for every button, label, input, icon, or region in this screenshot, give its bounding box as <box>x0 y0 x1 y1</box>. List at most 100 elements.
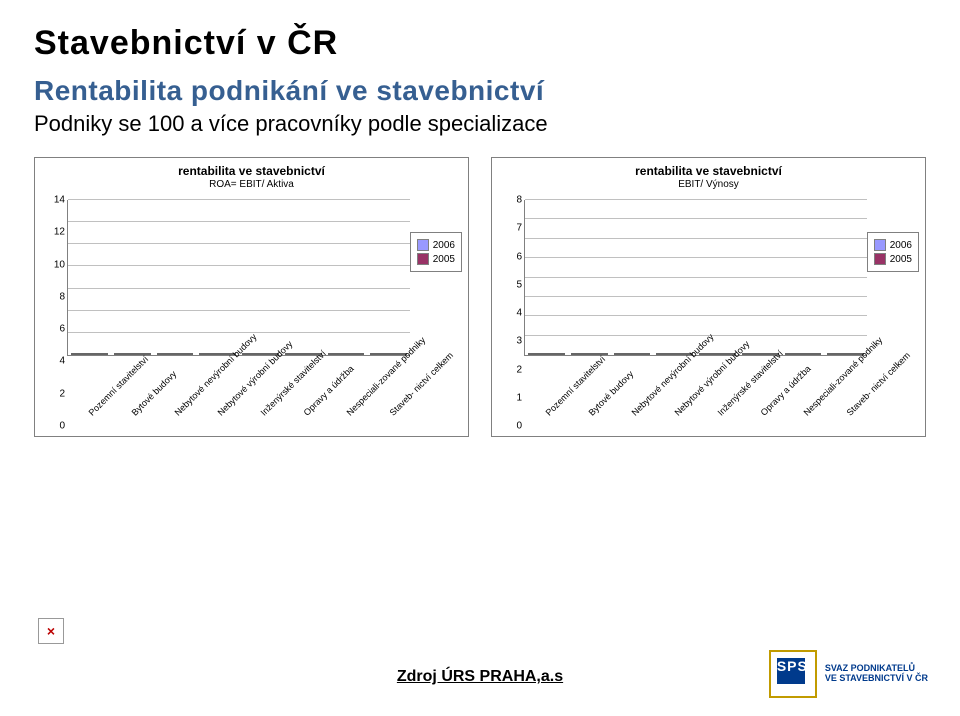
grid-line <box>525 296 867 297</box>
bar-group <box>111 353 154 355</box>
page-description: Podniky se 100 a více pracovníky podle s… <box>34 111 926 137</box>
bar-2006 <box>328 353 346 355</box>
grid-line <box>525 257 867 258</box>
bar-2006 <box>71 353 89 355</box>
y-tick-label: 8 <box>516 195 522 206</box>
grid-line <box>525 199 867 200</box>
y-tick-label: 10 <box>54 259 65 270</box>
grid-line <box>525 277 867 278</box>
bar-2006 <box>614 353 632 355</box>
chart-roa-title: rentabilita ve stavebnictví <box>35 164 468 178</box>
bar-2006 <box>285 353 303 355</box>
chart-ebit-plot <box>524 200 867 356</box>
bar-2006 <box>114 353 132 355</box>
legend-label: 2006 <box>433 240 455 251</box>
y-tick-label: 0 <box>59 421 65 432</box>
y-tick-label: 7 <box>516 223 522 234</box>
legend-label: 2005 <box>433 254 455 265</box>
sps-logo-text: SVAZ PODNIKATELŮ VE STAVEBNICTVÍ V ČR <box>825 664 928 684</box>
chart-roa-legend: 2006 2005 <box>410 232 462 272</box>
chart-roa-plot <box>67 200 410 356</box>
chart-roa-subtitle: ROA= EBIT/ Aktiva <box>35 179 468 190</box>
bar-2005 <box>632 353 650 355</box>
legend-item: 2006 <box>417 239 455 251</box>
sps-logo: SPS SVAZ PODNIKATELŮ VE STAVEBNICTVÍ V Č… <box>769 650 928 698</box>
grid-line <box>68 243 410 244</box>
sps-logo-line2: VE STAVEBNICTVÍ V ČR <box>825 674 928 684</box>
legend-label: 2006 <box>890 240 912 251</box>
bar-2006 <box>656 353 674 355</box>
bar-group <box>568 353 611 355</box>
y-tick-label: 1 <box>516 392 522 403</box>
y-tick-label: 12 <box>54 227 65 238</box>
grid-line <box>525 238 867 239</box>
y-tick-label: 4 <box>516 308 522 319</box>
legend-item: 2005 <box>417 253 455 265</box>
chart-ebit-title: rentabilita ve stavebnictví <box>492 164 925 178</box>
page-title: Stavebnictví v ČR <box>34 24 926 63</box>
bar-2005 <box>546 353 564 355</box>
bar-2006 <box>699 353 717 355</box>
charts-row: rentabilita ve stavebnictví ROA= EBIT/ A… <box>34 157 926 437</box>
bar-2006 <box>242 353 260 355</box>
y-tick-label: 0 <box>516 421 522 432</box>
grid-line <box>68 288 410 289</box>
y-tick-label: 2 <box>59 388 65 399</box>
y-tick-label: 8 <box>59 291 65 302</box>
bar-2005 <box>346 353 364 355</box>
bar-group <box>325 353 368 355</box>
bar-group <box>154 353 197 355</box>
page-subtitle: Rentabilita podnikání ve stavebnictví <box>34 75 926 107</box>
grid-line <box>68 199 410 200</box>
bar-2006 <box>370 353 388 355</box>
bar-2006 <box>199 353 217 355</box>
bar-group <box>611 353 654 355</box>
grid-line <box>68 310 410 311</box>
bar-2005 <box>175 353 193 355</box>
bar-2006 <box>785 353 803 355</box>
y-tick-label: 5 <box>516 279 522 290</box>
grid-line <box>68 332 410 333</box>
chart-ebit-legend: 2006 2005 <box>867 232 919 272</box>
chart-roa-body: 02468101214 Pozemní stavitelstvíBytové b… <box>45 200 410 426</box>
chart-roa-xlabels: Pozemní stavitelstvíBytové budovyNebytov… <box>67 356 410 426</box>
grid-line <box>525 218 867 219</box>
bar-2005 <box>89 353 107 355</box>
y-tick-label: 14 <box>54 195 65 206</box>
bar-2006 <box>742 353 760 355</box>
legend-item: 2005 <box>874 253 912 265</box>
chart-ebit-body: 012345678 Pozemní stavitelstvíBytové bud… <box>502 200 867 426</box>
missing-image-icon: × <box>38 618 64 644</box>
bar-2006 <box>528 353 546 355</box>
bar-2006 <box>571 353 589 355</box>
sps-logo-initials: SPS <box>777 658 805 674</box>
legend-swatch <box>417 253 429 265</box>
chart-ebit: rentabilita ve stavebnictví EBIT/ Výnosy… <box>491 157 926 437</box>
y-tick-label: 3 <box>516 336 522 347</box>
grid-line <box>68 221 410 222</box>
legend-swatch <box>874 253 886 265</box>
y-tick-label: 6 <box>516 251 522 262</box>
grid-line <box>525 335 867 336</box>
chart-roa: rentabilita ve stavebnictví ROA= EBIT/ A… <box>34 157 469 437</box>
chart-ebit-yaxis: 012345678 <box>502 200 524 426</box>
chart-roa-yaxis: 02468101214 <box>45 200 67 426</box>
bar-group <box>68 353 111 355</box>
chart-ebit-subtitle: EBIT/ Výnosy <box>492 179 925 190</box>
chart-ebit-xlabels: Pozemní stavitelstvíBytové budovyNebytov… <box>524 356 867 426</box>
y-tick-label: 2 <box>516 364 522 375</box>
bar-2006 <box>157 353 175 355</box>
sps-logo-mark: SPS <box>769 650 817 698</box>
legend-item: 2006 <box>874 239 912 251</box>
bar-group <box>525 353 568 355</box>
legend-label: 2005 <box>890 254 912 265</box>
bar-2006 <box>827 353 845 355</box>
chart-ebit-bars <box>525 200 867 355</box>
y-tick-label: 4 <box>59 356 65 367</box>
legend-swatch <box>874 239 886 251</box>
grid-line <box>525 315 867 316</box>
chart-roa-plotwrap: Pozemní stavitelstvíBytové budovyNebytov… <box>67 200 410 426</box>
bar-group <box>782 353 825 355</box>
bar-2005 <box>803 353 821 355</box>
page-root: Stavebnictví v ČR Rentabilita podnikání … <box>0 0 960 716</box>
